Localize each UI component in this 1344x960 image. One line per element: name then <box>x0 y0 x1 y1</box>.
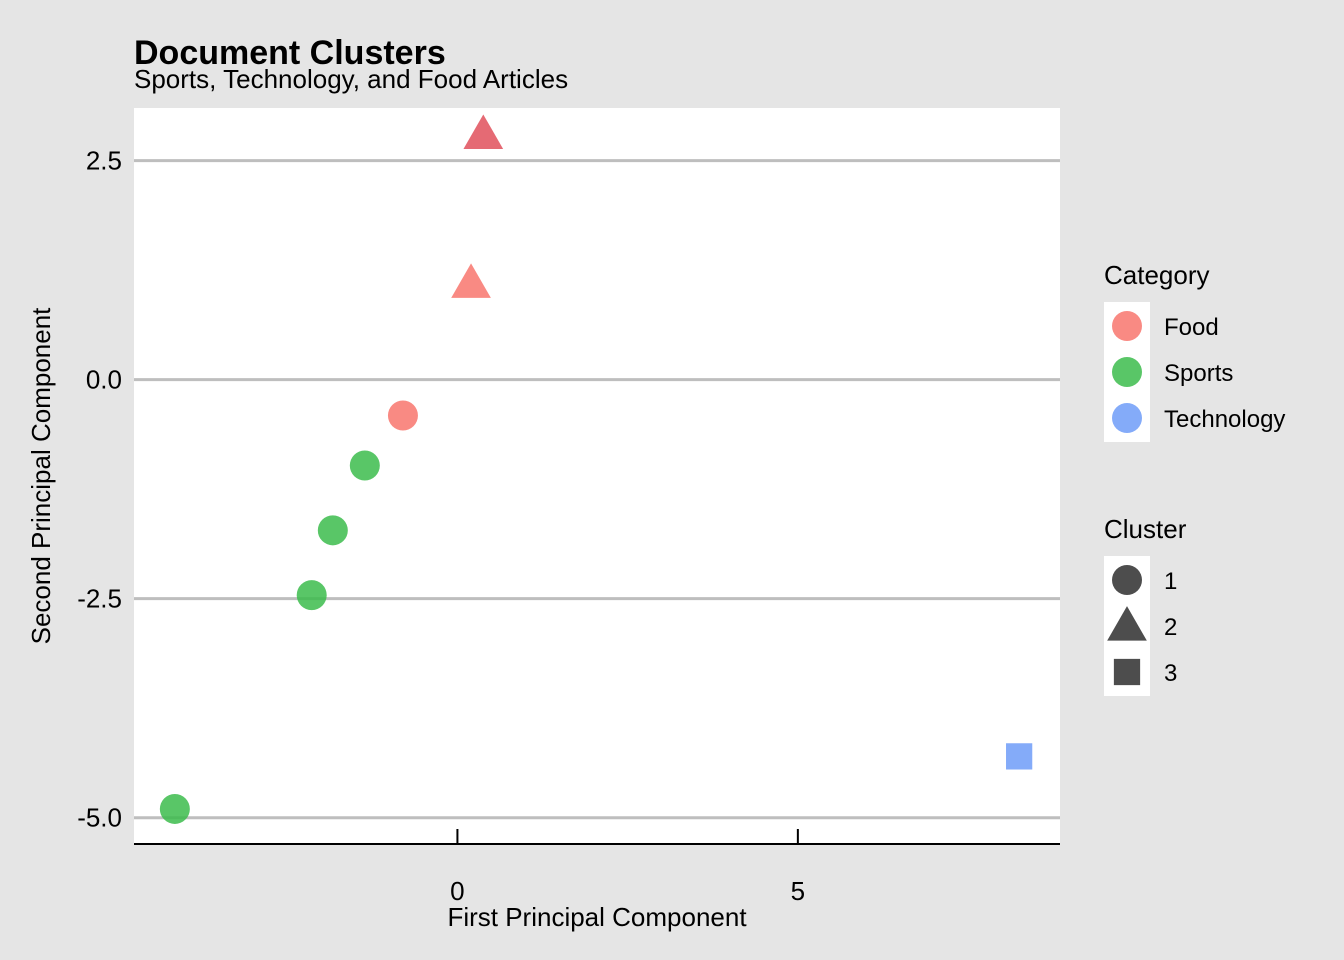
legend-key <box>1112 403 1142 433</box>
legend-key <box>1112 357 1142 387</box>
legend-label: 2 <box>1164 614 1177 641</box>
y-tick-label: -5.0 <box>77 803 122 833</box>
data-point <box>1006 743 1033 770</box>
data-point <box>159 793 190 824</box>
x-axis-label: First Principal Component <box>447 902 747 932</box>
x-tick-label: 5 <box>791 876 805 906</box>
data-point <box>296 580 327 611</box>
y-tick-label: 2.5 <box>86 146 122 176</box>
y-axis-label: Second Principal Component <box>26 307 56 645</box>
legend-key <box>1112 565 1142 595</box>
data-point <box>387 400 418 431</box>
y-tick-label: -2.5 <box>77 584 122 614</box>
chart-subtitle: Sports, Technology, and Food Articles <box>134 64 568 94</box>
data-point <box>349 450 380 481</box>
gridlines <box>134 159 1060 820</box>
x-tick-label: 0 <box>450 876 464 906</box>
legend-label: 3 <box>1164 660 1177 687</box>
legend-label: Food <box>1164 314 1219 341</box>
data-point <box>317 515 348 546</box>
legend-key <box>1113 658 1141 686</box>
data-point <box>451 263 491 298</box>
data-points <box>159 114 1033 824</box>
legend-label: 1 <box>1164 568 1177 595</box>
legend-label: Sports <box>1164 360 1233 387</box>
chart-title: Document Clusters <box>134 34 446 72</box>
plot-panel <box>134 108 1060 844</box>
data-point <box>463 114 504 149</box>
y-axis-ticks: 2.5 0.0 -2.5 -5.0 <box>77 146 122 833</box>
legend-key <box>1112 311 1142 341</box>
legends: Category Food Sports Technology Cluster 1 2 3 <box>1104 260 1285 696</box>
legend-label: Technology <box>1164 406 1285 433</box>
legend-key <box>1107 606 1147 641</box>
legend-title: Cluster <box>1104 514 1187 544</box>
y-tick-label: 0.0 <box>86 365 122 395</box>
legend-title: Category <box>1104 260 1210 290</box>
